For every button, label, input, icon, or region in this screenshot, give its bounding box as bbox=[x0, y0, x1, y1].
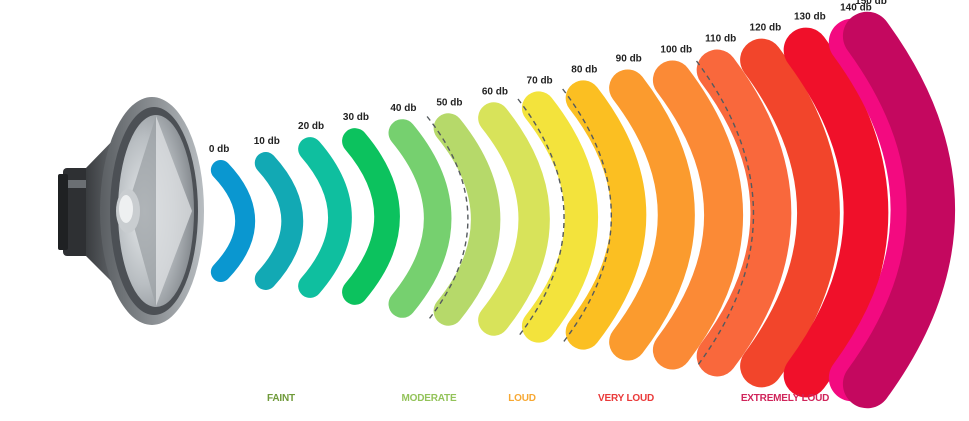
category-label: FAINT bbox=[267, 393, 295, 404]
decibel-label: 110 db bbox=[705, 34, 736, 45]
sound-arc-3 bbox=[342, 128, 400, 305]
category-label: MODERATE bbox=[402, 393, 457, 404]
sound-arc-5 bbox=[433, 113, 501, 326]
category-divider-1 bbox=[517, 98, 565, 338]
decibel-label: 50 db bbox=[436, 97, 462, 108]
category-label: LOUD bbox=[508, 393, 536, 404]
sound-arc-1 bbox=[254, 152, 304, 290]
decibel-label: 120 db bbox=[750, 23, 782, 34]
category-label: VERY LOUD bbox=[598, 393, 654, 404]
sound-arc-8 bbox=[565, 80, 647, 350]
category-divider-2 bbox=[562, 88, 613, 344]
decibel-label: 100 db bbox=[660, 45, 692, 56]
decibel-label: 140 db bbox=[840, 3, 872, 14]
decibel-label: 80 db bbox=[571, 64, 597, 75]
decibel-label: 30 db bbox=[343, 112, 369, 123]
sound-arcs bbox=[210, 11, 955, 409]
category-divider-3 bbox=[695, 60, 755, 368]
decibel-label: 150 db bbox=[855, 0, 887, 7]
speaker-icon bbox=[58, 97, 204, 325]
decibel-label: 60 db bbox=[482, 86, 508, 97]
sound-arc-11 bbox=[696, 49, 792, 377]
sound-arc-7 bbox=[521, 91, 598, 343]
decibel-labels: 0 db 10 db 20 db 30 db 40 db 50 db 60 db 70 db 8… bbox=[209, 0, 887, 155]
sound-arc-15 bbox=[842, 11, 955, 409]
sound-arc-9 bbox=[609, 69, 695, 361]
category-labels: FAINT MODERATE LOUD VERY LOUD EXTREMELY LOUD bbox=[267, 393, 829, 404]
sound-arc-0 bbox=[210, 160, 256, 282]
category-dividers bbox=[426, 60, 755, 368]
category-divider-0 bbox=[426, 116, 469, 322]
decibel-label: 90 db bbox=[616, 53, 642, 64]
sound-arc-12 bbox=[740, 38, 840, 388]
decibel-label: 20 db bbox=[298, 121, 324, 132]
decibel-label: 10 db bbox=[254, 136, 280, 147]
decibel-label: 0 db bbox=[209, 144, 230, 155]
sound-arc-4 bbox=[388, 119, 452, 318]
sound-arc-10 bbox=[652, 60, 744, 370]
decibel-label: 130 db bbox=[794, 12, 826, 23]
sound-arc-6 bbox=[478, 102, 550, 336]
decibel-label: 40 db bbox=[390, 103, 416, 114]
decibel-label: 70 db bbox=[527, 75, 553, 86]
sound-arc-2 bbox=[298, 137, 352, 298]
sound-arc-13 bbox=[783, 27, 889, 398]
category-label: EXTREMELY LOUD bbox=[741, 393, 829, 404]
